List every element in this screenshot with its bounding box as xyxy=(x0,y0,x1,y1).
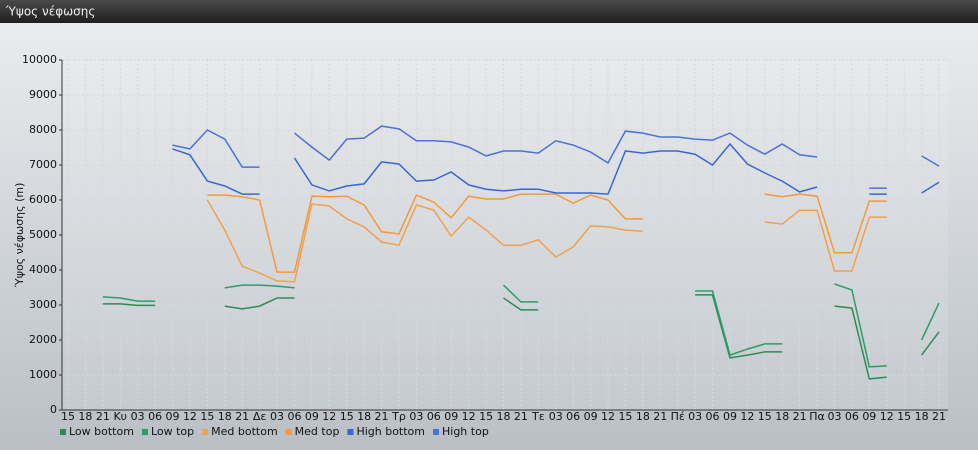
x-tick-label: 15 xyxy=(200,410,214,423)
x-tick-label: 18 xyxy=(218,410,232,423)
legend-label: Med top xyxy=(295,425,340,438)
y-tick-label: 6000 xyxy=(29,193,57,206)
series-line xyxy=(206,199,887,283)
x-tick-label: 12 xyxy=(740,410,754,423)
x-tick-label: 09 xyxy=(444,410,458,423)
legend-swatch xyxy=(141,429,148,435)
legend-label: Low top xyxy=(151,425,194,438)
x-tick-label: Τε xyxy=(531,410,545,423)
x-tick-label: Τρ xyxy=(391,410,406,423)
x-tick-label: 06 xyxy=(706,410,720,423)
x-tick-label: 21 xyxy=(653,410,667,423)
x-tick-label: 15 xyxy=(479,410,493,423)
x-tick-label: 15 xyxy=(897,410,911,423)
x-tick-label: Πέ xyxy=(671,410,685,423)
x-tick-label: Κυ xyxy=(113,410,127,423)
x-tick-label: 15 xyxy=(61,410,75,423)
x-tick-label: 12 xyxy=(601,410,615,423)
x-tick-label: 03 xyxy=(131,410,145,423)
x-tick-label: 06 xyxy=(566,410,580,423)
x-tick-label: 12 xyxy=(322,410,336,423)
chart-title: Ύψος νέφωσης xyxy=(5,5,95,19)
x-tick-label: 21 xyxy=(96,410,110,423)
x-tick-label: 21 xyxy=(235,410,249,423)
x-tick-label: 21 xyxy=(932,410,946,423)
x-tick-label: 09 xyxy=(862,410,876,423)
legend-label: High bottom xyxy=(356,425,425,438)
x-tick-label: 18 xyxy=(78,410,92,423)
x-tick-label: 03 xyxy=(270,410,284,423)
legend-swatch xyxy=(347,429,354,435)
x-tick-label: 18 xyxy=(357,410,371,423)
y-tick-label: 9000 xyxy=(29,88,57,101)
title-bar xyxy=(0,0,978,23)
x-tick-label: 03 xyxy=(827,410,841,423)
x-tick-label: 18 xyxy=(915,410,929,423)
y-tick-label: 2000 xyxy=(29,333,57,346)
x-tick-label: 15 xyxy=(758,410,772,423)
y-tick-label: 4000 xyxy=(29,263,57,276)
x-tick-label: 06 xyxy=(287,410,301,423)
x-tick-label: 12 xyxy=(462,410,476,423)
legend-label: High top xyxy=(442,425,489,438)
series-line xyxy=(172,142,940,195)
x-tick-label: Πα xyxy=(809,410,825,423)
series-line xyxy=(102,283,940,368)
x-tick-label: 09 xyxy=(723,410,737,423)
y-tick-label: 10000 xyxy=(22,53,57,66)
y-tick-label: 7000 xyxy=(29,158,57,171)
x-tick-label: 15 xyxy=(340,410,354,423)
series-line xyxy=(102,294,940,380)
legend-swatch xyxy=(60,429,66,435)
y-tick-label: 3000 xyxy=(29,298,57,311)
x-tick-label: 12 xyxy=(183,410,197,423)
y-tick-label: 1000 xyxy=(29,368,57,381)
x-tick-label: 18 xyxy=(636,410,650,423)
legend-swatch xyxy=(285,429,292,435)
x-tick-label: 18 xyxy=(497,410,511,423)
x-tick-label: 21 xyxy=(514,410,528,423)
legend-label: Low bottom xyxy=(69,425,134,438)
legend-swatch xyxy=(202,429,209,435)
x-tick-label: Δε xyxy=(253,410,267,423)
legend-label: Med bottom xyxy=(211,425,278,438)
x-tick-label: 18 xyxy=(775,410,789,423)
x-tick-label: 09 xyxy=(305,410,319,423)
series-line xyxy=(172,125,940,189)
x-tick-label: 15 xyxy=(618,410,632,423)
x-tick-label: 21 xyxy=(375,410,389,423)
x-tick-label: 03 xyxy=(549,410,563,423)
x-tick-label: 12 xyxy=(880,410,894,423)
x-tick-label: 03 xyxy=(409,410,423,423)
x-tick-label: 21 xyxy=(793,410,807,423)
x-tick-label: 06 xyxy=(427,410,441,423)
y-tick-label: 0 xyxy=(50,403,57,416)
legend-swatch xyxy=(433,429,439,435)
x-tick-label: 09 xyxy=(166,410,180,423)
y-axis-label: Ύψος νέφωσης (m) xyxy=(13,183,26,289)
x-tick-label: 03 xyxy=(688,410,702,423)
series-line xyxy=(207,193,887,273)
x-tick-label: 06 xyxy=(148,410,162,423)
x-tick-label: 06 xyxy=(845,410,859,423)
y-tick-label: 8000 xyxy=(29,123,57,136)
plot-area xyxy=(62,60,948,410)
x-tick-label: 09 xyxy=(584,410,598,423)
y-tick-label: 5000 xyxy=(29,228,57,241)
